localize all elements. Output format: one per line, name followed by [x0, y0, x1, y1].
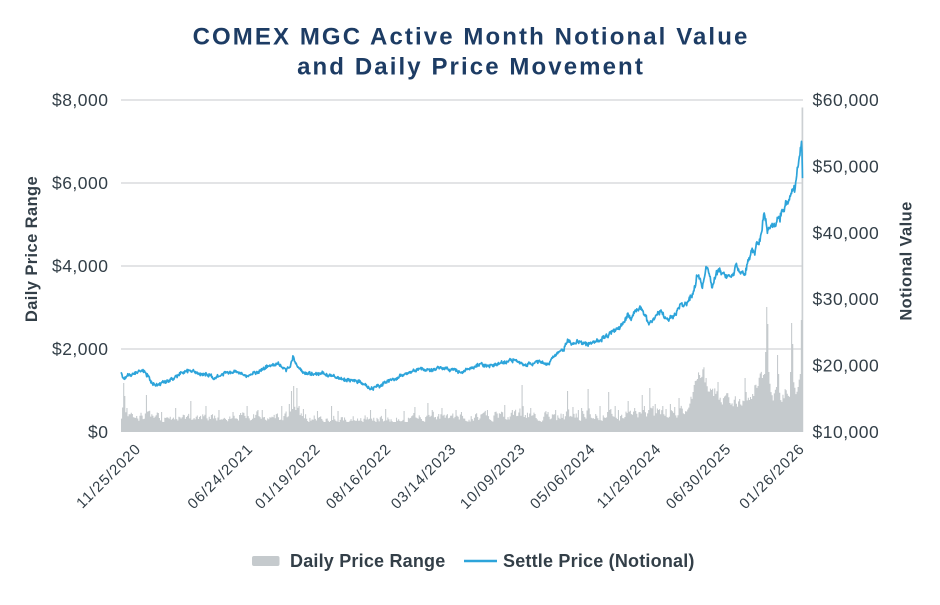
svg-text:$50,000: $50,000	[813, 156, 880, 176]
svg-text:COMEX MGC Active Month Notiona: COMEX MGC Active Month Notional Value	[193, 24, 750, 51]
svg-text:Daily Price Range: Daily Price Range	[23, 176, 41, 322]
svg-text:$2,000: $2,000	[52, 339, 109, 359]
svg-text:$30,000: $30,000	[813, 289, 880, 309]
svg-text:$4,000: $4,000	[52, 256, 109, 276]
svg-text:$60,000: $60,000	[813, 90, 880, 110]
svg-text:Daily Price Range: Daily Price Range	[290, 551, 445, 571]
svg-text:Settle Price (Notional): Settle Price (Notional)	[503, 551, 695, 571]
svg-text:$0: $0	[88, 422, 108, 442]
svg-text:$6,000: $6,000	[52, 173, 109, 193]
svg-text:$40,000: $40,000	[813, 223, 880, 243]
svg-text:and Daily Price Movement: and Daily Price Movement	[297, 54, 645, 81]
svg-text:$10,000: $10,000	[813, 422, 880, 442]
svg-text:$20,000: $20,000	[813, 356, 880, 376]
svg-text:$8,000: $8,000	[52, 90, 109, 110]
svg-text:Notional Value: Notional Value	[898, 201, 916, 320]
